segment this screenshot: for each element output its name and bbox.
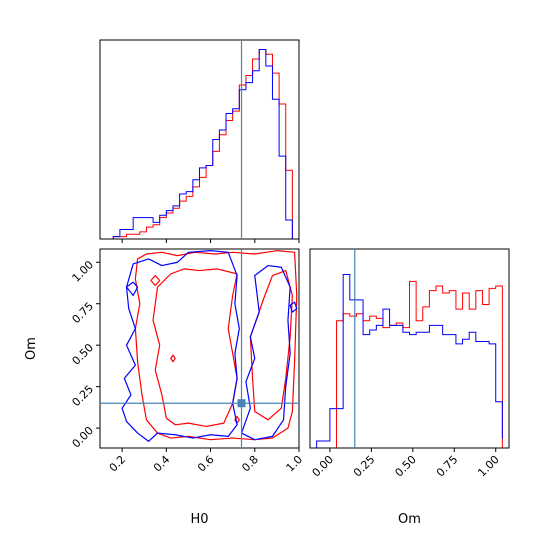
x-axis-label-Om: Om — [398, 512, 421, 527]
hist-Om-xtick-label: 0.25 — [351, 453, 378, 480]
contour-H0-Om-series-0-contour-4 — [170, 354, 176, 363]
contour-H0-Om-series-1-contour-3 — [289, 301, 298, 313]
contour-H0-Om-series-0-contour-3 — [150, 274, 161, 287]
truth-marker — [237, 399, 246, 408]
contour-H0-Om-series-1-contour-0 — [121, 250, 240, 442]
contour-H0-Om-ytick-label: 0.00 — [70, 424, 97, 451]
contour-H0-Om-plot-area — [121, 250, 298, 442]
contour-H0-Om-series-1-contour-2 — [125, 281, 139, 297]
x-axis-label-H0: H0 — [190, 512, 208, 527]
contour-H0-Om-series-0-contour-0 — [134, 250, 298, 441]
hist-Om-xtick-label: 0.75 — [434, 453, 461, 480]
contour-H0-Om-xtick-label: 1.0 — [284, 453, 306, 475]
hist-Om-frame — [309, 248, 510, 449]
hist-Om-xtick-label: 0.00 — [310, 453, 337, 480]
contour-H0-Om-series-1-contour-1 — [240, 264, 291, 441]
contour-H0-Om-ytick-label: 0.50 — [70, 341, 97, 368]
contour-H0-Om-xtick-label: 0.4 — [151, 453, 173, 475]
contour-H0-Om-frame — [99, 248, 300, 449]
y-axis-label-Om: Om — [24, 337, 39, 360]
contour-H0-Om-series-0-contour-2 — [249, 269, 293, 421]
hist-H0-series-1-step — [106, 48, 299, 239]
contour-H0-Om-xtick-label: 0.6 — [195, 453, 217, 475]
hist-H0-series-0-step — [106, 48, 299, 239]
hist-Om-series-1-step — [316, 273, 503, 448]
contour-H0-Om-ytick-label: 0.75 — [70, 300, 97, 327]
contour-H0-Om-xtick-label: 0.2 — [107, 453, 129, 475]
hist-H0-frame — [99, 39, 300, 240]
hist-Om-plot-area — [316, 273, 503, 448]
hist-Om-xtick-label: 0.50 — [392, 453, 419, 480]
contour-H0-Om-ytick-label: 0.25 — [70, 383, 97, 410]
hist-H0-plot-area — [106, 48, 299, 239]
contour-H0-Om-ytick-label: 1.00 — [70, 258, 97, 285]
hist-Om-series-0-step — [316, 280, 503, 448]
hist-Om-xtick-label: 1.00 — [475, 453, 502, 480]
contour-H0-Om-xtick-label: 0.8 — [239, 453, 261, 475]
